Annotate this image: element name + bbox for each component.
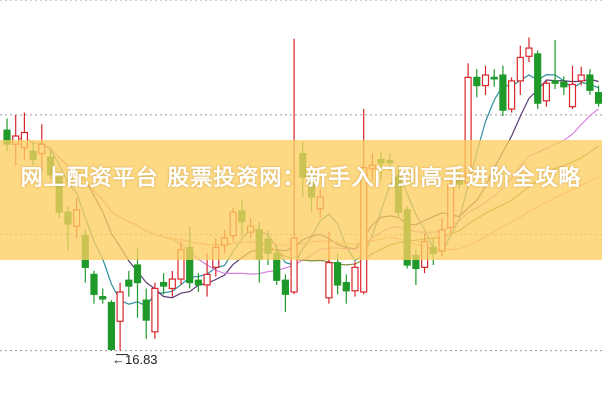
candle-body	[490, 76, 498, 80]
candle-body	[203, 273, 211, 286]
candle-body	[281, 279, 289, 295]
candle-body	[577, 74, 585, 82]
candle-body	[551, 80, 559, 84]
candle-body	[99, 296, 107, 300]
article-title: 网上配资平台 股票投资网：新手入门到高手进阶全攻略	[20, 166, 582, 191]
candle-body	[560, 81, 568, 88]
candle-body	[142, 299, 150, 321]
candle-body	[594, 92, 602, 104]
candle-body	[342, 281, 350, 292]
candle-body	[107, 301, 116, 351]
candle-body	[194, 279, 202, 286]
title-banner	[0, 140, 602, 260]
candle-body	[508, 80, 516, 110]
candle-body	[351, 266, 359, 292]
candle-body	[542, 82, 551, 102]
candle-body	[481, 74, 490, 87]
candle-body	[334, 262, 342, 286]
candle-body	[534, 53, 542, 104]
candle-body	[160, 281, 168, 287]
candle-body	[168, 278, 176, 290]
candle-body	[525, 47, 533, 57]
candle-body	[568, 83, 577, 108]
candle-body	[125, 279, 133, 287]
candle-body	[473, 76, 481, 87]
low-price-annotation: ←16.83	[112, 352, 158, 367]
candle-body	[151, 287, 159, 333]
candle-body	[116, 291, 124, 322]
candle-body	[586, 74, 594, 91]
candle-body	[516, 56, 524, 82]
candle-body	[325, 262, 333, 299]
candle-body	[133, 264, 142, 284]
candle-body	[90, 273, 98, 295]
candle-body	[499, 74, 507, 111]
